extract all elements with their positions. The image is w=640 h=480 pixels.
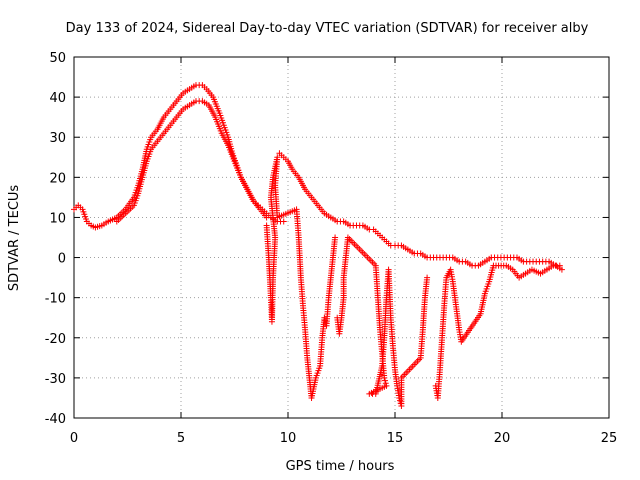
x-tick-labels: 0 5 10 15 20 25: [70, 431, 617, 446]
x-tick-label: 10: [280, 431, 297, 446]
y-tick-label: -20: [45, 332, 66, 347]
chart-title: Day 133 of 2024, Sidereal Day-to-day VTE…: [66, 21, 589, 36]
y-tick-labels: -40 -30 -20 -10 0 10 20 30 40 50: [45, 51, 66, 427]
y-axis-label: SDTVAR / TECUs: [7, 185, 22, 292]
grid: [74, 57, 609, 418]
data-point: [321, 314, 328, 321]
y-tick-label: 40: [49, 91, 66, 106]
data-point: [280, 218, 287, 225]
axis-ticks: [73, 56, 610, 419]
data-point: [381, 374, 388, 381]
plot-frame: [73, 56, 610, 419]
data-point: [382, 377, 389, 384]
y-tick-label: 10: [49, 211, 66, 226]
data-point: [332, 234, 339, 241]
data-point: [558, 266, 565, 273]
y-tick-label: -30: [45, 372, 66, 387]
y-tick-label: 50: [49, 51, 66, 66]
data-point: [556, 262, 563, 269]
x-tick-label: 20: [494, 431, 511, 446]
data-point: [263, 214, 270, 221]
y-tick-label: -10: [45, 292, 66, 307]
y-tick-label: 20: [49, 171, 66, 186]
y-tick-label: 0: [58, 252, 66, 267]
data-point: [424, 274, 431, 281]
data-point: [382, 380, 389, 387]
x-tick-label: 0: [70, 431, 78, 446]
x-axis-label: GPS time / hours: [286, 459, 395, 474]
y-tick-label: 30: [49, 131, 66, 146]
x-tick-label: 15: [387, 431, 404, 446]
data-points: [71, 82, 565, 409]
x-tick-label: 5: [177, 431, 185, 446]
y-tick-label: -40: [45, 412, 66, 427]
x-tick-label: 25: [601, 431, 618, 446]
